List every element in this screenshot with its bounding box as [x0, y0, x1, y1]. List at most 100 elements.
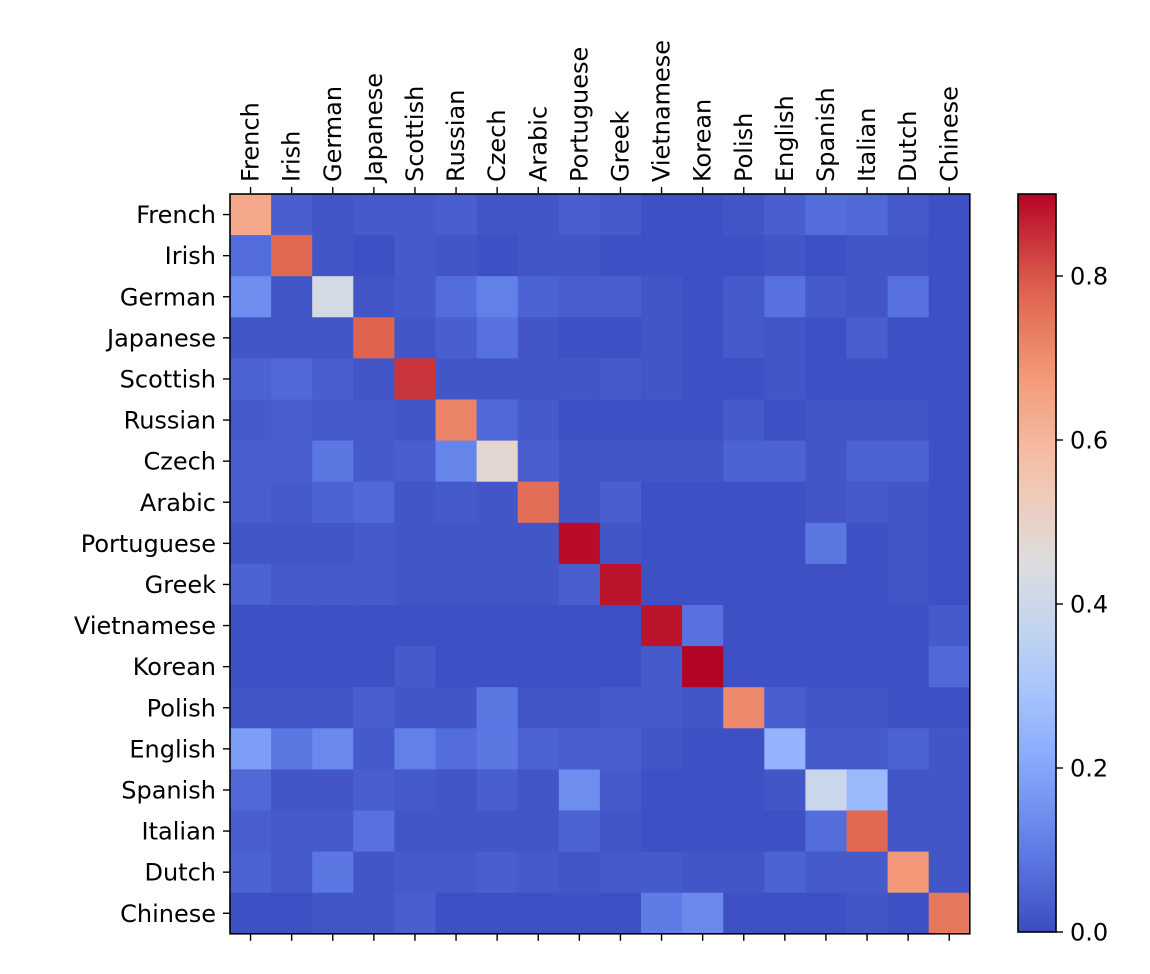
- heatmap-cell-german-polish: [723, 276, 765, 318]
- heatmap-cell-dutch-chinese: [928, 851, 971, 894]
- heatmap-cell-greek-greek: [599, 563, 642, 606]
- heatmap-cell-spanish-scottish: [394, 769, 437, 812]
- heatmap-cell-german-chinese: [928, 276, 971, 318]
- heatmap-cell-chinese-spanish: [805, 892, 848, 935]
- heatmap-cell-portuguese-irish: [271, 522, 313, 565]
- x-tick-label-greek: Greek: [606, 111, 634, 182]
- heatmap-cell-polish-italian: [846, 687, 889, 729]
- heatmap-cell-czech-dutch: [887, 440, 930, 483]
- heatmap-cell-portuguese-japanese: [353, 522, 395, 565]
- heatmap-cell-italian-scottish: [394, 810, 437, 853]
- heatmap-cell-polish-english: [764, 687, 806, 729]
- heatmap-cell-italian-spanish: [805, 810, 848, 853]
- heatmap-cell-vietnamese-chinese: [928, 605, 971, 647]
- heatmap-cell-japanese-korean: [682, 317, 724, 359]
- heatmap-cell-english-english: [764, 728, 806, 770]
- heatmap-cell-spanish-polish: [723, 769, 765, 812]
- heatmap-cell-italian-english: [764, 810, 806, 853]
- heatmap-cell-irish-portuguese: [558, 235, 601, 277]
- heatmap-cell-german-korean: [682, 276, 724, 318]
- heatmap-cell-czech-arabic: [517, 440, 560, 483]
- heatmap-cell-japanese-polish: [723, 317, 765, 359]
- heatmap-cells: [230, 194, 971, 935]
- heatmap-cell-portuguese-vietnamese: [641, 522, 683, 565]
- heatmap-cell-polish-french: [230, 687, 272, 729]
- x-tick-label-french: French: [237, 102, 265, 182]
- heatmap-cell-german-portuguese: [558, 276, 601, 318]
- heatmap-cell-russian-italian: [846, 399, 889, 442]
- heatmap-cell-german-scottish: [394, 276, 437, 318]
- x-tick-label-czech: Czech: [483, 109, 511, 182]
- heatmap-cell-vietnamese-english: [764, 605, 806, 647]
- heatmap-cell-greek-polish: [723, 563, 765, 606]
- heatmap-cell-german-greek: [599, 276, 642, 318]
- heatmap-cell-arabic-scottish: [394, 481, 437, 524]
- heatmap-cell-czech-vietnamese: [641, 440, 683, 483]
- heatmap-cell-japanese-greek: [599, 317, 642, 359]
- heatmap-cell-german-vietnamese: [641, 276, 683, 318]
- heatmap-cell-japanese-chinese: [928, 317, 971, 359]
- x-axis-top: French Irish German Japanese Scottish Russian…: [237, 40, 963, 194]
- heatmap-cell-english-polish: [723, 728, 765, 770]
- heatmap-cell-portuguese-korean: [682, 522, 724, 565]
- heatmap-cell-french-portuguese: [558, 194, 601, 236]
- heatmap-cell-scottish-polish: [723, 358, 765, 401]
- heatmap-cell-chinese-scottish: [394, 892, 437, 935]
- heatmap-cell-vietnamese-japanese: [353, 605, 395, 647]
- heatmap-cell-arabic-greek: [599, 481, 642, 524]
- heatmap-cell-korean-portuguese: [558, 646, 601, 688]
- heatmap-cell-chinese-russian: [435, 892, 478, 935]
- heatmap-cell-french-czech: [476, 194, 519, 236]
- heatmap-cell-chinese-greek: [599, 892, 642, 935]
- y-tick-label-greek: Greek: [145, 571, 216, 599]
- heatmap-cell-english-french: [230, 728, 272, 770]
- heatmap-cell-portuguese-french: [230, 522, 272, 565]
- heatmap-cell-czech-irish: [271, 440, 313, 483]
- x-axis-bottom: [249, 933, 950, 941]
- heatmap-cell-japanese-arabic: [517, 317, 560, 359]
- heatmap-cell-spanish-german: [312, 769, 354, 812]
- heatmap-cell-french-greek: [599, 194, 642, 236]
- heatmap-cell-spanish-french: [230, 769, 272, 812]
- heatmap-cell-italian-french: [230, 810, 272, 853]
- heatmap-cell-greek-russian: [435, 563, 478, 606]
- heatmap-cell-korean-japanese: [353, 646, 395, 688]
- heatmap-cell-vietnamese-scottish: [394, 605, 437, 647]
- plot-frame: [229, 193, 971, 935]
- heatmap-cell-vietnamese-czech: [476, 605, 519, 647]
- heatmap-cell-polish-greek: [599, 687, 642, 729]
- heatmap-cell-czech-french: [230, 440, 272, 483]
- heatmap-cell-portuguese-arabic: [517, 522, 560, 565]
- heatmap-cell-russian-greek: [599, 399, 642, 442]
- heatmap-cell-greek-german: [312, 563, 354, 606]
- heatmap-cell-italian-dutch: [887, 810, 930, 853]
- heatmap-cell-russian-dutch: [887, 399, 930, 442]
- x-tick-label-irish: Irish: [278, 131, 306, 182]
- heatmap-cell-german-japanese: [353, 276, 395, 318]
- heatmap-cell-scottish-japanese: [353, 358, 395, 401]
- heatmap-cell-korean-chinese: [928, 646, 971, 688]
- heatmap-cell-dutch-czech: [476, 851, 519, 894]
- heatmap-cell-dutch-korean: [682, 851, 724, 894]
- heatmap-cell-korean-korean: [682, 646, 724, 688]
- heatmap-cell-irish-dutch: [887, 235, 930, 277]
- heatmap-cell-irish-korean: [682, 235, 724, 277]
- heatmap-cell-russian-vietnamese: [641, 399, 683, 442]
- heatmap-cell-irish-irish: [271, 235, 313, 277]
- heatmap-cell-japanese-czech: [476, 317, 519, 359]
- heatmap-cell-korean-scottish: [394, 646, 437, 688]
- heatmap-cell-greek-english: [764, 563, 806, 606]
- heatmap-cell-korean-english: [764, 646, 806, 688]
- heatmap-cell-german-czech: [476, 276, 519, 318]
- y-tick-label-korean: Korean: [133, 653, 216, 681]
- heatmap-cell-russian-japanese: [353, 399, 395, 442]
- x-tick-label-polish: Polish: [730, 113, 758, 182]
- heatmap-cell-portuguese-german: [312, 522, 354, 565]
- heatmap-cell-scottish-chinese: [928, 358, 971, 401]
- heatmap-cell-italian-irish: [271, 810, 313, 853]
- heatmap-cell-french-chinese: [928, 194, 971, 236]
- x-tick-label-chinese: Chinese: [935, 86, 963, 182]
- heatmap-cell-arabic-arabic: [517, 481, 560, 524]
- heatmap-cell-vietnamese-spanish: [805, 605, 848, 647]
